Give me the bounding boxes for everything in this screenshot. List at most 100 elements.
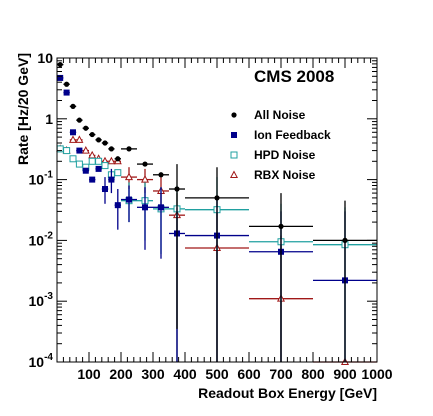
data-point (101, 177, 109, 204)
y-axis-label: Rate [Hz/20 GeV] (15, 53, 31, 165)
x-tick-label: 600 (237, 366, 261, 382)
marker (102, 186, 108, 193)
marker (95, 157, 103, 165)
marker (57, 74, 64, 81)
marker (76, 147, 83, 154)
x-tick-label: 400 (173, 366, 197, 382)
data-point (121, 167, 137, 190)
data-point (63, 89, 70, 96)
y-tick-label: 10 (37, 50, 53, 66)
marker (75, 160, 83, 168)
legend-label: Ion Feedback (254, 128, 331, 142)
marker (174, 186, 180, 192)
y-tick-label: 10-1 (29, 170, 54, 188)
y-tick-label: 10-4 (29, 352, 54, 370)
data-point (169, 164, 185, 329)
data-point (185, 167, 249, 362)
data-point (114, 156, 121, 162)
data-point (82, 125, 89, 131)
marker (342, 237, 348, 243)
legend-marker (231, 112, 237, 118)
data-point (153, 187, 169, 259)
data-layer (56, 61, 377, 365)
y-tick-label: 10-3 (29, 291, 54, 309)
marker (214, 195, 220, 201)
y-tick-label: 1 (45, 111, 53, 127)
legend-entry-all-noise: All Noise (231, 108, 306, 122)
legend-marker (230, 151, 238, 159)
marker (82, 167, 89, 174)
marker (83, 125, 89, 131)
data-point (137, 187, 153, 250)
data-point (69, 155, 77, 163)
marker (89, 176, 96, 183)
marker (108, 176, 115, 183)
data-point (121, 185, 137, 223)
x-tick-label: 500 (205, 366, 229, 382)
marker (102, 140, 108, 146)
data-point (153, 172, 169, 178)
x-axis-label: Readout Box Energy [GeV] (198, 385, 377, 401)
data-point (114, 169, 122, 177)
marker (76, 117, 82, 123)
marker (81, 146, 90, 154)
marker (124, 172, 134, 181)
data-point (89, 176, 96, 183)
data-point (95, 137, 102, 143)
marker (70, 129, 76, 136)
series-all-noise (57, 61, 377, 362)
x-tick-label: 1000 (361, 366, 392, 382)
data-point (114, 189, 121, 230)
data-point (75, 135, 84, 143)
data-point (107, 156, 116, 165)
marker (68, 135, 78, 143)
marker (140, 175, 150, 183)
x-tick-label: 800 (301, 366, 325, 382)
data-point (57, 74, 64, 81)
legend-entry-ion-feedback: Ion Feedback (231, 128, 331, 142)
data-point (121, 146, 137, 152)
data-point (82, 167, 89, 174)
y-tick-label: 10-2 (29, 230, 54, 248)
data-point (69, 129, 77, 136)
marker (64, 81, 70, 87)
data-point (88, 157, 96, 165)
data-point (57, 61, 64, 68)
data-point (313, 200, 377, 362)
marker (114, 169, 122, 177)
marker (95, 165, 102, 172)
data-point (95, 165, 102, 172)
axes-layer: 100 200 300 400 500 600 700 800 900 1000 10-4 10-3 1… (29, 50, 393, 382)
marker (96, 137, 102, 143)
legend-entry-hpd-noise: HPD Noise (230, 148, 316, 162)
legend-entry-rbx-noise: RBX Noise (229, 168, 316, 182)
marker (107, 156, 116, 165)
marker (57, 61, 63, 68)
marker (108, 146, 114, 152)
data-point (95, 157, 103, 165)
legend: All Noise Ion Feedback HPD Noise RBX Noise (229, 108, 331, 182)
data-point (63, 147, 71, 155)
data-point (108, 168, 115, 194)
marker (126, 196, 132, 203)
data-point (101, 140, 109, 146)
x-tick-label: 700 (269, 366, 293, 382)
legend-label: HPD Noise (254, 148, 316, 162)
legend-label: RBX Noise (254, 168, 316, 182)
data-point (68, 135, 78, 143)
data-point (101, 162, 109, 170)
marker (115, 156, 121, 162)
marker (63, 147, 71, 155)
data-point (63, 81, 70, 87)
data-point (81, 146, 90, 154)
data-point (137, 161, 153, 167)
x-tick-label: 900 (333, 366, 357, 382)
marker (89, 131, 95, 138)
marker (114, 202, 121, 209)
x-tick-label: 300 (141, 366, 165, 382)
marker (142, 204, 148, 211)
marker (101, 162, 109, 170)
legend-marker (229, 170, 239, 178)
marker (88, 157, 96, 165)
